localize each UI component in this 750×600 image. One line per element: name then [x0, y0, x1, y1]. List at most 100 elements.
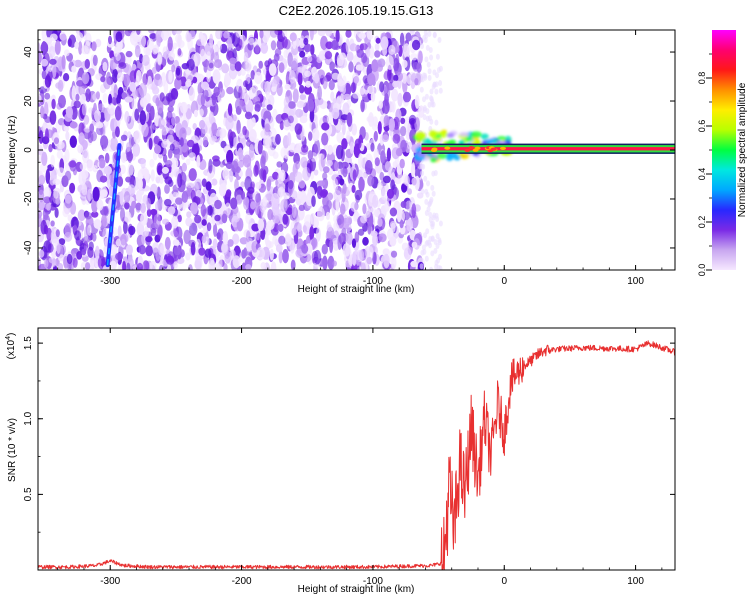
spectrogram-speckle	[423, 175, 428, 182]
spectrogram-speckle	[91, 198, 98, 213]
spectrogram-speckle	[246, 230, 251, 243]
spectrogram-speckle	[278, 250, 283, 264]
spectrogram-speckle	[248, 129, 257, 142]
spectrogram-speckle	[250, 70, 255, 80]
spectrogram-speckle	[436, 257, 441, 264]
spectrogram-speckle	[206, 59, 215, 72]
spectrogram-speckle	[76, 32, 84, 42]
spectrogram-speckle	[94, 109, 101, 123]
spectrogram-speckle	[136, 262, 143, 270]
spectrogram-speckle	[49, 58, 57, 65]
spectrogram-speckle	[125, 50, 133, 58]
spectrogram-speckle	[50, 220, 55, 227]
spectrogram-speckle	[429, 196, 434, 203]
spectrogram-speckle	[201, 235, 207, 244]
spectrogram-speckle	[186, 211, 192, 218]
spectrogram-speckle	[306, 55, 313, 63]
spectrogram-speckle	[206, 222, 212, 232]
spectrogram-speckle	[195, 238, 202, 250]
spectrogram-speckle	[392, 57, 400, 72]
spectrogram-speckle	[283, 96, 290, 109]
spectrogram-speckle	[219, 128, 227, 139]
spectrogram-speckle	[222, 230, 229, 245]
spectrogram-speckle	[364, 246, 371, 258]
spectrogram-speckle	[144, 225, 150, 237]
spectrogram-speckle	[390, 179, 395, 191]
spectrogram-speckle	[229, 57, 237, 65]
spectrogram-speckle	[158, 79, 163, 88]
spectrogram-speckle	[92, 54, 98, 66]
spectrogram-speckle	[424, 198, 429, 205]
spectrogram-speckle	[398, 44, 403, 57]
spectrogram-speckle	[322, 76, 328, 90]
spectrogram-streak-core	[106, 145, 121, 266]
x-tick-label: -300	[100, 276, 120, 287]
spectrogram-speckle	[431, 220, 436, 227]
spectrogram-speckle	[374, 43, 380, 51]
spectrogram-speckle	[269, 241, 274, 248]
spectrogram-speckle	[190, 202, 199, 215]
spectrogram-speckle	[64, 194, 72, 204]
spectrogram-speckle	[52, 178, 61, 186]
spectrogram-speckle	[424, 210, 429, 216]
spectrogram-speckle	[320, 189, 328, 197]
spectrogram-speckle	[303, 43, 312, 53]
spectrogram-speckle	[386, 147, 391, 162]
spectrogram-speckle	[391, 88, 399, 102]
spectrogram-speckle	[240, 190, 246, 200]
spectrogram-speckle	[283, 192, 290, 200]
spectrogram-speckle	[438, 87, 443, 94]
spectrogram-speckle	[297, 222, 303, 232]
spectrogram-speckle	[429, 54, 434, 61]
spectrogram-speckle	[167, 105, 174, 113]
spectrogram-speckle	[160, 118, 168, 126]
spectrogram-speckle	[359, 43, 364, 51]
spectrogram-speckle	[156, 162, 163, 176]
spectrogram-speckle	[395, 148, 403, 157]
spectrogram-speckle	[161, 126, 167, 141]
spectrogram-speckle	[167, 36, 173, 52]
spectrogram-speckle	[362, 203, 367, 215]
snr-series-line	[38, 340, 675, 570]
spectrogram-speckle	[161, 30, 169, 41]
spectrogram-speckle	[245, 264, 252, 270]
spectrogram-speckle	[410, 53, 418, 61]
spectrogram-speckle	[111, 96, 117, 106]
spectrogram-speckle	[177, 173, 183, 188]
spectrogram-speckle	[113, 84, 118, 99]
spectrogram-speckle	[435, 72, 439, 79]
spectrogram-speckle	[392, 80, 399, 88]
spectrogram-speckle	[325, 211, 330, 220]
spectrogram-speckle	[177, 214, 182, 223]
spectrogram-speckle	[117, 225, 122, 238]
spectrogram-speckle	[202, 136, 208, 147]
spectrogram-speckle	[174, 77, 182, 90]
spectrogram-speckle	[392, 133, 401, 144]
spectrogram-speckle	[261, 207, 266, 221]
spectrogram-speckle	[154, 145, 162, 154]
spectrogram-speckle	[270, 30, 278, 38]
spectrogram-speckle	[438, 80, 443, 86]
spectrogram-speckle	[232, 114, 237, 122]
spectrogram-speckle	[164, 198, 172, 207]
spectrogram-speckle	[189, 222, 198, 236]
spectrogram-speckle	[136, 30, 141, 35]
signal-line-core	[421, 147, 675, 151]
spectrogram-speckle	[429, 88, 434, 95]
x-tick-label: -300	[100, 576, 120, 587]
spectrogram-speckle	[254, 101, 263, 109]
spectrogram-blob-cell	[436, 152, 448, 160]
spectrogram-speckle	[225, 189, 232, 197]
spectrogram-speckle	[127, 163, 134, 176]
spectrogram-speckle	[78, 41, 83, 55]
spectrogram-speckle	[388, 118, 395, 132]
spectrogram-speckle	[346, 216, 353, 225]
spectrogram-speckle	[278, 62, 285, 73]
spectrogram-speckle	[303, 37, 309, 46]
spectrogram-speckle	[354, 231, 360, 243]
spectrogram-speckle	[254, 71, 263, 85]
spectrogram-speckle	[362, 236, 369, 246]
spectrogram-speckle	[157, 100, 164, 114]
spectrogram-speckle	[84, 211, 92, 220]
spectrogram-speckle	[420, 188, 425, 195]
